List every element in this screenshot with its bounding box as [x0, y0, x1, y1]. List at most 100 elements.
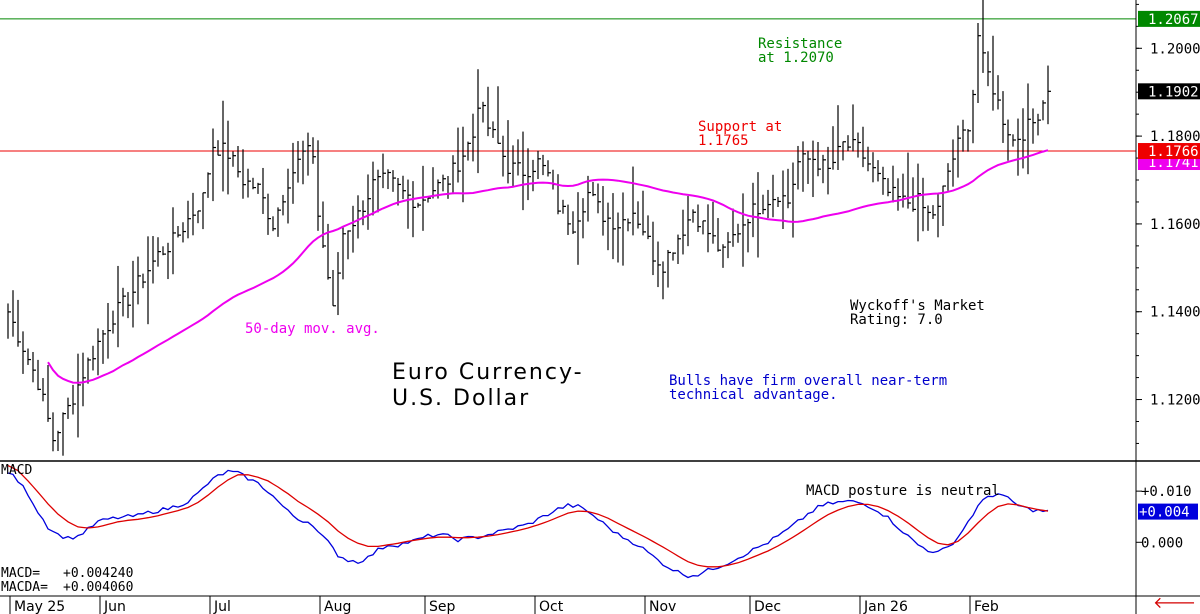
price-bar	[347, 230, 351, 260]
price-bar	[192, 192, 196, 236]
price-bar	[677, 234, 681, 264]
price-bar	[142, 273, 146, 289]
resistance-axis-label-box	[1138, 10, 1200, 27]
price-bar	[282, 194, 286, 216]
price-bar	[982, 0, 986, 73]
price-bar	[447, 176, 451, 199]
price-bar	[57, 430, 61, 452]
support-axis-label-box	[1138, 143, 1200, 160]
price-bar	[367, 174, 371, 230]
price-bar	[482, 101, 486, 123]
price-bar	[37, 359, 41, 391]
price-bar	[417, 202, 421, 208]
price-bar	[12, 290, 16, 337]
price-bar	[562, 199, 566, 214]
price-bar	[147, 236, 151, 325]
price-bar	[177, 225, 181, 238]
price-bar	[442, 174, 446, 192]
macd-last-label: +0.004	[1139, 505, 1190, 521]
price-bar	[872, 152, 876, 183]
price-bar	[972, 89, 976, 144]
price-bar	[402, 175, 406, 200]
price-bar	[1007, 119, 1011, 161]
price-bar	[237, 146, 241, 178]
price-bar	[882, 166, 886, 195]
price-bar	[642, 190, 646, 236]
price-bar	[857, 132, 861, 158]
price-bar	[252, 177, 256, 190]
price-bar	[17, 299, 21, 347]
price-bar	[377, 169, 381, 213]
price-bar	[1037, 113, 1041, 136]
price-bar	[172, 207, 176, 275]
price-bar	[567, 204, 571, 235]
price-bar	[557, 174, 561, 215]
price-bar	[542, 154, 546, 176]
price-bar	[672, 252, 676, 261]
analysis-comment: Bulls have firm overall near-term techni…	[669, 373, 948, 403]
price-bar	[107, 302, 111, 359]
price-bar	[847, 135, 851, 152]
support-note: Support at 1.1765	[698, 119, 783, 149]
macd-tick-label: 0.000	[1141, 535, 1183, 551]
price-bar	[837, 105, 841, 171]
price-bar	[162, 246, 166, 256]
price-bar	[362, 200, 366, 226]
price-bar	[52, 412, 56, 452]
price-bar	[392, 170, 396, 192]
support-axis-label: 1.1766	[1138, 143, 1200, 160]
left-arrow-icon[interactable]: 🡐	[1153, 593, 1196, 612]
price-bar	[1047, 65, 1051, 125]
price-bar	[207, 172, 211, 198]
price-bar	[647, 215, 651, 240]
price-bar	[747, 218, 751, 253]
price-bar	[722, 244, 726, 268]
price-bar	[917, 163, 921, 242]
price-bar	[182, 222, 186, 243]
month-label: Nov	[649, 599, 676, 614]
price-bar	[302, 140, 306, 185]
price-bar	[507, 120, 511, 184]
price-bar	[572, 211, 576, 234]
price-bar	[832, 126, 836, 170]
price-bar	[322, 201, 326, 249]
macd-values-bg	[0, 563, 150, 596]
price-bar	[867, 146, 871, 172]
price-bar	[537, 150, 541, 180]
price-bar	[187, 200, 191, 239]
month-label: Jan 26	[863, 599, 908, 614]
price-bar	[222, 100, 226, 192]
last-price-axis-label-box	[1138, 83, 1200, 100]
price-bar	[862, 126, 866, 168]
price-bar	[97, 328, 101, 376]
price-bar	[307, 132, 311, 176]
price-bar	[432, 167, 436, 199]
macd-value: +0.004240	[63, 566, 133, 581]
price-bar	[702, 220, 706, 235]
price-bar	[772, 174, 776, 218]
price-bar	[937, 193, 941, 238]
price-bar	[997, 75, 1001, 110]
price-bar	[477, 69, 481, 174]
price-bar	[82, 352, 86, 407]
chart-title-line2: U.S. Dollar	[392, 386, 531, 411]
price-bar	[732, 208, 736, 247]
price-bar	[927, 205, 931, 231]
price-bar	[552, 169, 556, 190]
month-label: May 25	[14, 599, 65, 614]
price-bar	[907, 152, 911, 209]
price-bar	[602, 186, 606, 236]
price-bar	[502, 135, 506, 177]
price-bar	[317, 140, 321, 231]
price-bar	[102, 330, 106, 364]
price-bar	[627, 218, 631, 232]
price-bar	[452, 155, 456, 195]
price-bar	[197, 210, 201, 224]
price-bar	[797, 145, 801, 190]
macd-panel: MACD MACD= +0.004240 MACDA= +0.004060	[0, 463, 1049, 596]
price-bar	[742, 193, 746, 267]
resistance-axis-label-text: 1.2067	[1148, 12, 1199, 28]
price-bar	[232, 151, 236, 167]
